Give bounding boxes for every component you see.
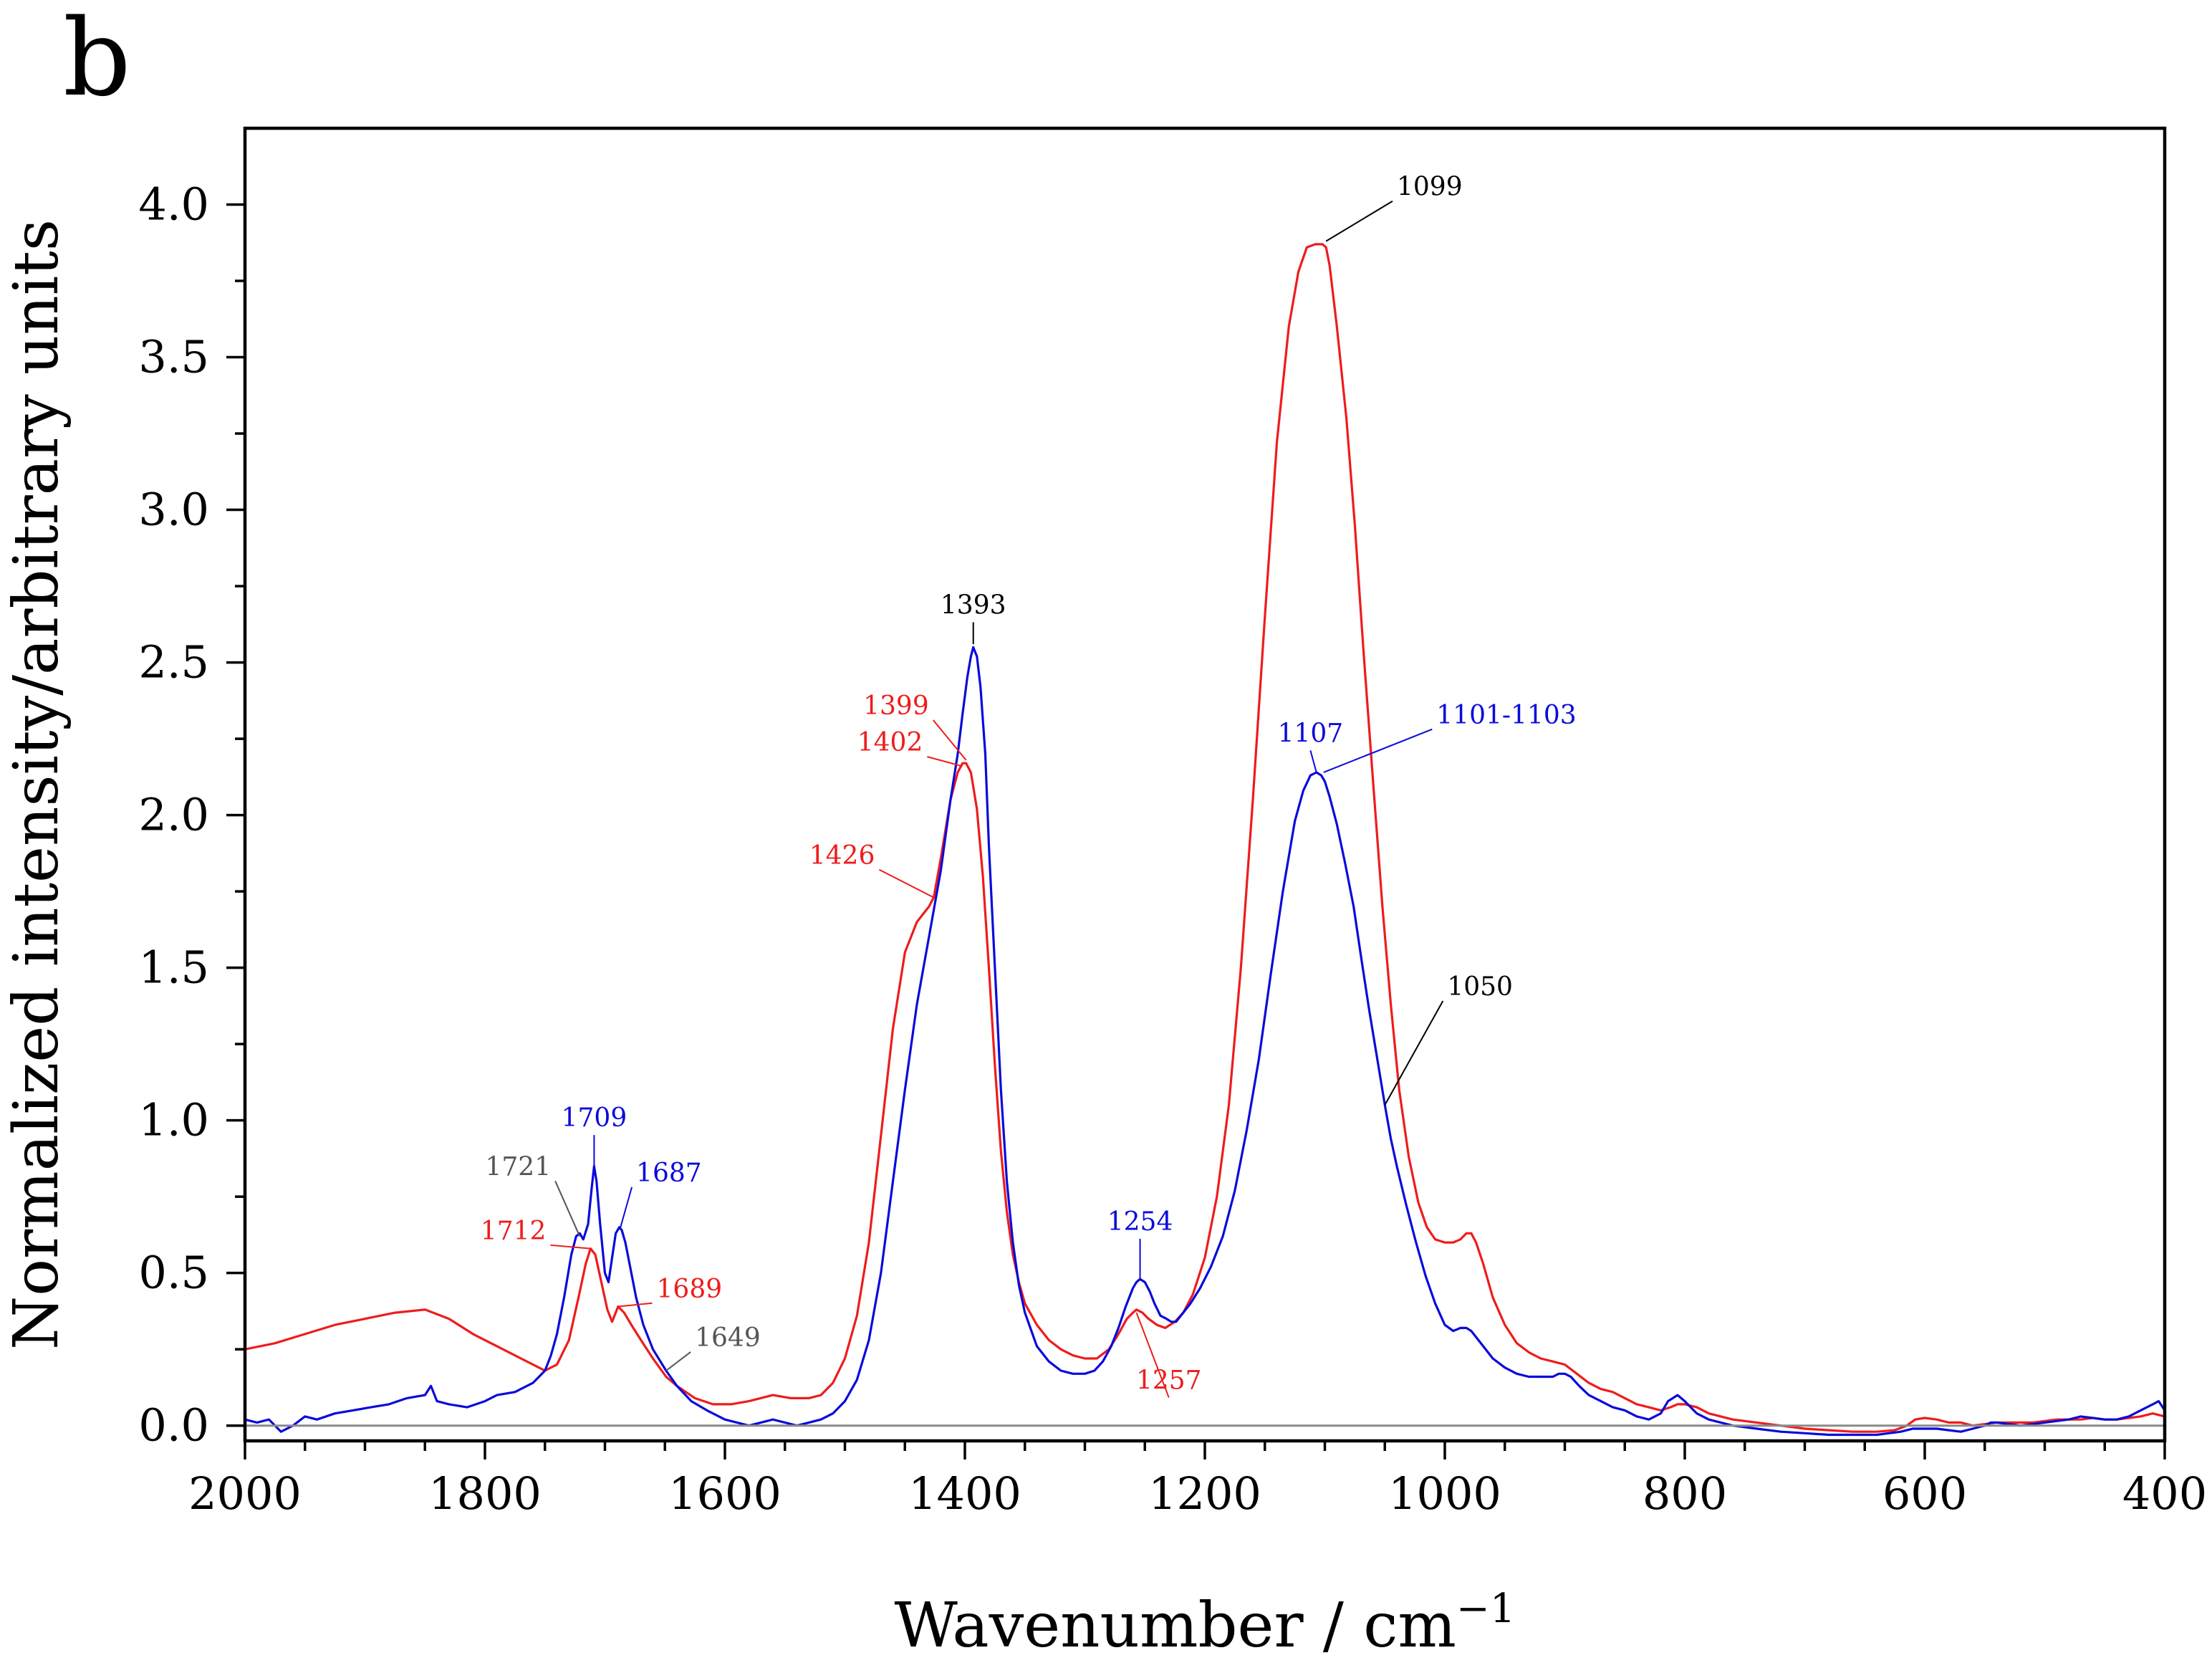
y-tick-label: 1.5: [138, 941, 209, 994]
y-axis-label: Normalized intensity/arbitrary units: [1, 219, 72, 1350]
y-tick-label: 4.0: [138, 178, 209, 231]
x-tick-label: 400: [2122, 1467, 2207, 1520]
x-axis-label-sup: −1: [1456, 1586, 1516, 1632]
axis-layer: 2000 1800 1600 1400 1200 1000 800 600 400 0.0 0.5 1…: [138, 178, 2207, 1520]
peak-leader-line: [932, 719, 967, 761]
peak-label: 1099: [1397, 173, 1463, 202]
x-tick-label: 1600: [668, 1467, 782, 1520]
x-tick-label: 2000: [188, 1467, 302, 1520]
peak-label: 1712: [481, 1217, 547, 1246]
peak-leader-line: [1135, 1312, 1170, 1398]
x-axis-label-text: Wavenumber / cm: [895, 1590, 1456, 1662]
y-tick-label: 3.5: [138, 331, 209, 383]
x-tick-label: 1800: [428, 1467, 542, 1520]
y-tick-label: 3.0: [138, 484, 209, 536]
y-tick-label: 1.0: [138, 1094, 209, 1146]
x-tick-label: 800: [1643, 1467, 1727, 1520]
x-tick-label: 1400: [908, 1467, 1021, 1520]
peak-label: 1689: [657, 1275, 723, 1304]
peak-leader-line: [665, 1351, 691, 1371]
y-tick-label: 0.5: [138, 1247, 209, 1299]
peak-leader-line: [1325, 200, 1393, 242]
peak-label: 1101-1103: [1436, 701, 1576, 730]
x-tick-label: 1200: [1148, 1467, 1261, 1520]
x-tick-label: 1000: [1388, 1467, 1501, 1520]
y-tick-label: 0.0: [138, 1399, 209, 1452]
peak-label: 1402: [857, 728, 923, 757]
x-tick-label: 600: [1882, 1467, 1967, 1520]
peak-leader-line: [1309, 750, 1317, 773]
x-axis-label: Wavenumber / cm−1: [895, 1586, 1516, 1662]
series-layer: [244, 243, 2166, 1437]
peak-leader-line: [620, 1187, 633, 1228]
y-tick-label: 2.0: [138, 789, 209, 841]
peak-label: 1050: [1447, 972, 1513, 1002]
peak-leader-line: [1323, 728, 1433, 773]
y-tick-label: 2.5: [138, 636, 209, 689]
peak-label: 1721: [486, 1152, 552, 1182]
peak-leader-line: [617, 1302, 653, 1308]
blue-spectrum-line: [244, 646, 2166, 1437]
peak-label: 1254: [1107, 1207, 1173, 1237]
annotation-layer: 1099 1393 1399 1402 1426 1107 1101-1103 1050 125…: [481, 173, 1577, 1398]
peak-label: 1399: [863, 691, 929, 721]
peak-label: 1709: [562, 1103, 627, 1133]
peak-leader-line: [550, 1244, 591, 1250]
peak-leader-line: [878, 868, 934, 898]
peak-leader-line: [1384, 1000, 1444, 1106]
peak-label: 1426: [809, 841, 875, 871]
peak-label: 1393: [941, 590, 1006, 620]
red-spectrum-line: [244, 243, 2165, 1433]
peak-label: 1687: [636, 1159, 702, 1188]
panel-label: b: [63, 0, 131, 120]
peak-label: 1257: [1136, 1366, 1202, 1396]
peak-leader-line: [554, 1180, 581, 1237]
peak-leader-line: [927, 756, 963, 767]
peak-label: 1107: [1278, 719, 1344, 748]
peak-label: 1649: [695, 1323, 761, 1353]
